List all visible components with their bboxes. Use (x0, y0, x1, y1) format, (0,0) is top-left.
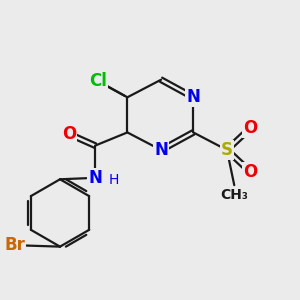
Text: N: N (88, 169, 102, 187)
Text: N: N (154, 141, 168, 159)
Text: O: O (62, 125, 76, 143)
Text: Br: Br (4, 236, 25, 254)
Text: S: S (221, 141, 233, 159)
Text: Cl: Cl (89, 72, 107, 90)
Text: N: N (186, 88, 200, 106)
Text: CH₃: CH₃ (220, 188, 248, 202)
Text: O: O (243, 119, 257, 137)
Text: H: H (108, 173, 119, 187)
Text: O: O (243, 163, 257, 181)
